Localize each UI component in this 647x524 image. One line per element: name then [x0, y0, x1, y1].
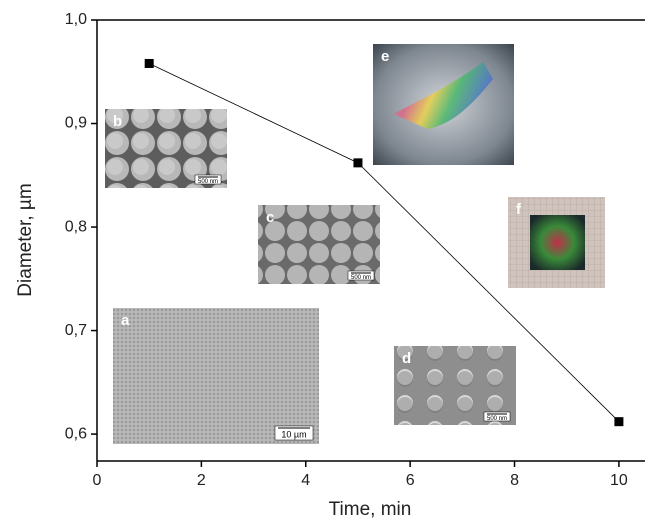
y-tick-label: 0,9: [65, 115, 87, 132]
scale-bar-label: 10 µm: [281, 429, 306, 439]
data-point: [614, 417, 623, 426]
y-tick-label: 1,0: [65, 11, 87, 28]
inset-letter: e: [381, 48, 389, 65]
chart: a10 µmb500 nmc500 nmd500 nmef 02468100,6…: [0, 0, 647, 524]
y-tick-label: 0,8: [65, 218, 87, 235]
inset-image: [113, 308, 319, 444]
inset-letter: b: [113, 113, 122, 130]
y-tick-label: 0,6: [65, 425, 87, 442]
scale-bar-label: 500 nm: [198, 179, 218, 185]
y-tick-label: 0,7: [65, 322, 87, 339]
x-axis-label: Time, min: [329, 499, 412, 520]
x-tick-label: 6: [406, 472, 415, 489]
scale-bar-label: 500 nm: [351, 275, 371, 281]
data-point: [145, 59, 154, 68]
data-point: [353, 158, 362, 167]
inset-letter: d: [402, 350, 411, 367]
x-tick-label: 0: [93, 472, 102, 489]
x-tick-label: 10: [610, 472, 628, 489]
x-tick-label: 2: [197, 472, 206, 489]
x-tick-label: 4: [301, 472, 310, 489]
opal-sample: [530, 215, 585, 270]
y-axis-label: Diameter, µm: [15, 183, 36, 296]
inset-letter: a: [121, 312, 130, 329]
scale-bar-label: 500 nm: [487, 416, 507, 422]
x-tick-label: 8: [510, 472, 519, 489]
inset-letter: c: [266, 209, 274, 226]
